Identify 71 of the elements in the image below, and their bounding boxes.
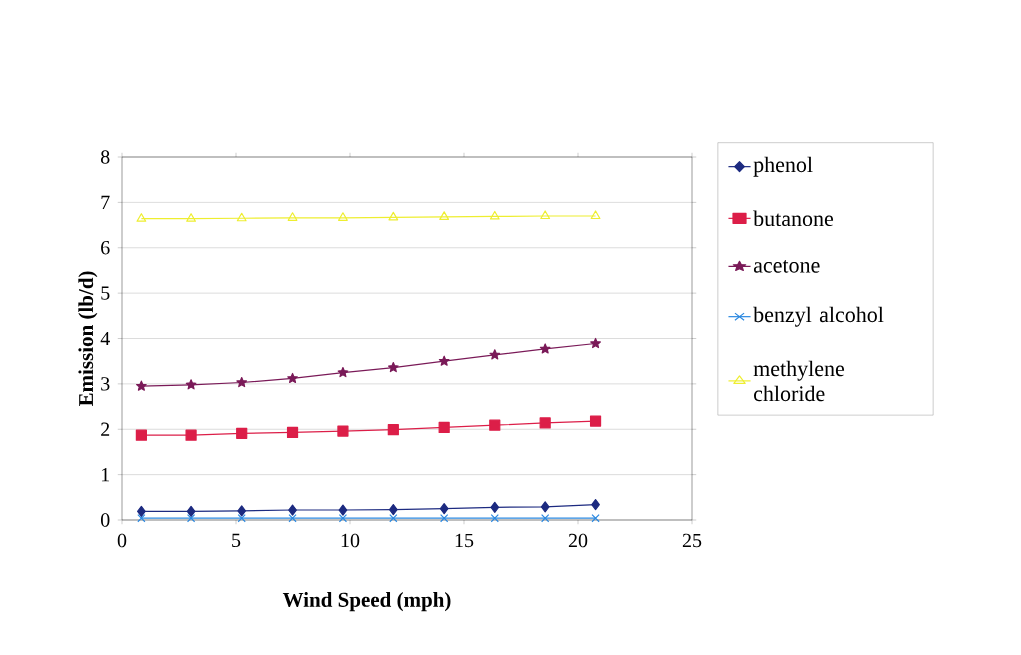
- point: [136, 380, 147, 391]
- y-tick-label: 8: [100, 150, 110, 164]
- point: [438, 421, 450, 434]
- x-tick-label: 15: [455, 533, 474, 548]
- point: [541, 514, 550, 523]
- point: [539, 343, 551, 354]
- y-tick-label: 2: [101, 422, 110, 436]
- point: [388, 211, 399, 221]
- y-tick-label: 1: [101, 468, 110, 482]
- x-tick-label: 5: [232, 533, 241, 548]
- y-tick-label: 4: [100, 331, 110, 346]
- point: [388, 503, 398, 516]
- point: [185, 429, 197, 441]
- point: [387, 424, 399, 436]
- point: [287, 372, 298, 384]
- point: [288, 504, 297, 516]
- point: [288, 514, 297, 523]
- point: [287, 212, 298, 221]
- point: [236, 376, 248, 388]
- y-tick-label: 3: [101, 377, 110, 391]
- point: [137, 505, 146, 517]
- point: [186, 505, 196, 517]
- point: [590, 210, 601, 220]
- point: [489, 210, 500, 220]
- x-tick-label: 0: [117, 533, 127, 548]
- point: [439, 503, 449, 515]
- point: [237, 505, 247, 517]
- point: [186, 213, 197, 222]
- point: [387, 361, 399, 373]
- y-tick-label: 7: [101, 195, 110, 209]
- point: [286, 426, 299, 439]
- point: [540, 501, 550, 513]
- point: [540, 210, 551, 220]
- y-tick-label: 6: [101, 241, 110, 255]
- point: [490, 501, 500, 513]
- point: [337, 366, 349, 378]
- point: [186, 514, 196, 523]
- legend-label: benzyl alcohol: [753, 306, 884, 327]
- point: [236, 427, 248, 439]
- point: [338, 212, 348, 221]
- legend-label: butanone: [753, 210, 834, 227]
- point: [589, 415, 602, 427]
- point: [438, 355, 450, 366]
- point: [490, 514, 499, 523]
- legend-label: acetone: [753, 260, 820, 273]
- point: [137, 514, 146, 523]
- point: [539, 417, 551, 429]
- point: [439, 211, 450, 220]
- point: [337, 425, 349, 437]
- point: [590, 337, 601, 349]
- point: [338, 504, 348, 516]
- point: [135, 429, 147, 441]
- point: [591, 514, 600, 523]
- point: [440, 514, 449, 523]
- point: [338, 514, 348, 523]
- x-tick-label: 20: [568, 533, 588, 548]
- point: [489, 349, 501, 360]
- y-tick-label: 0: [100, 513, 110, 527]
- point: [389, 514, 398, 523]
- point: [489, 419, 501, 431]
- y-tick-label: 5: [101, 286, 110, 300]
- legend-label: phenol: [753, 156, 813, 177]
- x-tick-label: 25: [682, 533, 702, 548]
- x-tick-label: 10: [341, 533, 360, 548]
- legend-label: methylene chloride: [753, 360, 845, 402]
- point: [236, 212, 247, 222]
- y-axis-title: Emission (lb/d): [78, 271, 98, 407]
- point: [136, 213, 147, 222]
- x-axis-title: Wind Speed (mph): [282, 592, 451, 612]
- point: [185, 379, 197, 390]
- point: [237, 514, 246, 523]
